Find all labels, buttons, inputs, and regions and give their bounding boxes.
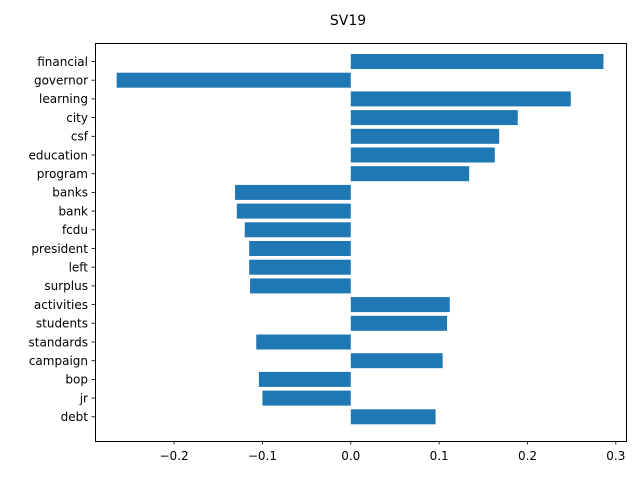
bar-fcdu: [244, 222, 351, 238]
y-tick-label: debt: [61, 410, 89, 424]
x-tick-label: 0.2: [518, 449, 537, 463]
y-tick-label: fcdu: [62, 223, 88, 237]
x-tick-label: −0.1: [248, 449, 277, 463]
bar-education: [350, 147, 495, 163]
y-tick-label: csf: [71, 130, 89, 144]
bar-activities: [350, 297, 450, 313]
y-axis-ticks: financial governor learning city csf educatio…: [28, 55, 95, 424]
y-tick-label: governor: [34, 74, 88, 88]
x-tick-label: −0.2: [160, 449, 189, 463]
y-tick-label: bop: [65, 373, 88, 387]
bars-group: [116, 54, 604, 425]
bar-city: [350, 110, 518, 126]
y-tick-label: activities: [34, 298, 88, 312]
y-tick-label: standards: [29, 335, 88, 349]
bar-jr: [262, 390, 351, 406]
y-tick-label: banks: [52, 186, 88, 200]
bar-bop: [258, 371, 351, 387]
x-axis-ticks: −0.2 −0.1 0.0 0.1 0.2 0.3: [160, 441, 625, 463]
y-tick-label: learning: [39, 92, 88, 106]
bar-csf: [350, 128, 500, 144]
y-tick-label: surplus: [44, 279, 88, 293]
y-tick-label: left: [69, 261, 89, 275]
bar-learning: [350, 91, 571, 107]
y-tick-label: jr: [79, 391, 88, 405]
x-tick-label: 0.0: [341, 449, 360, 463]
bar-left: [249, 259, 351, 275]
bar-financial: [350, 54, 604, 69]
chart-title: SV19: [330, 13, 366, 29]
y-tick-label: campaign: [29, 354, 88, 368]
x-tick-label: 0.3: [606, 449, 625, 463]
y-tick-label: financial: [37, 55, 88, 69]
y-tick-label: program: [37, 167, 88, 181]
y-tick-label: president: [31, 242, 88, 256]
bar-governor: [116, 72, 351, 88]
y-tick-label: city: [66, 111, 88, 125]
y-tick-label: bank: [58, 204, 88, 218]
x-tick-label: 0.1: [430, 449, 449, 463]
bar-surplus: [250, 278, 351, 294]
bar-banks: [235, 184, 351, 200]
bar-standards: [256, 334, 351, 350]
plot-area-frame: [95, 43, 627, 442]
y-tick-label: education: [28, 148, 88, 162]
bar-students: [350, 315, 448, 331]
bar-president: [249, 241, 351, 256]
y-tick-label: students: [36, 317, 88, 331]
bar-debt: [350, 409, 436, 425]
bar-campaign: [350, 353, 443, 369]
bar-bank: [236, 203, 351, 219]
bar-program: [350, 166, 470, 182]
